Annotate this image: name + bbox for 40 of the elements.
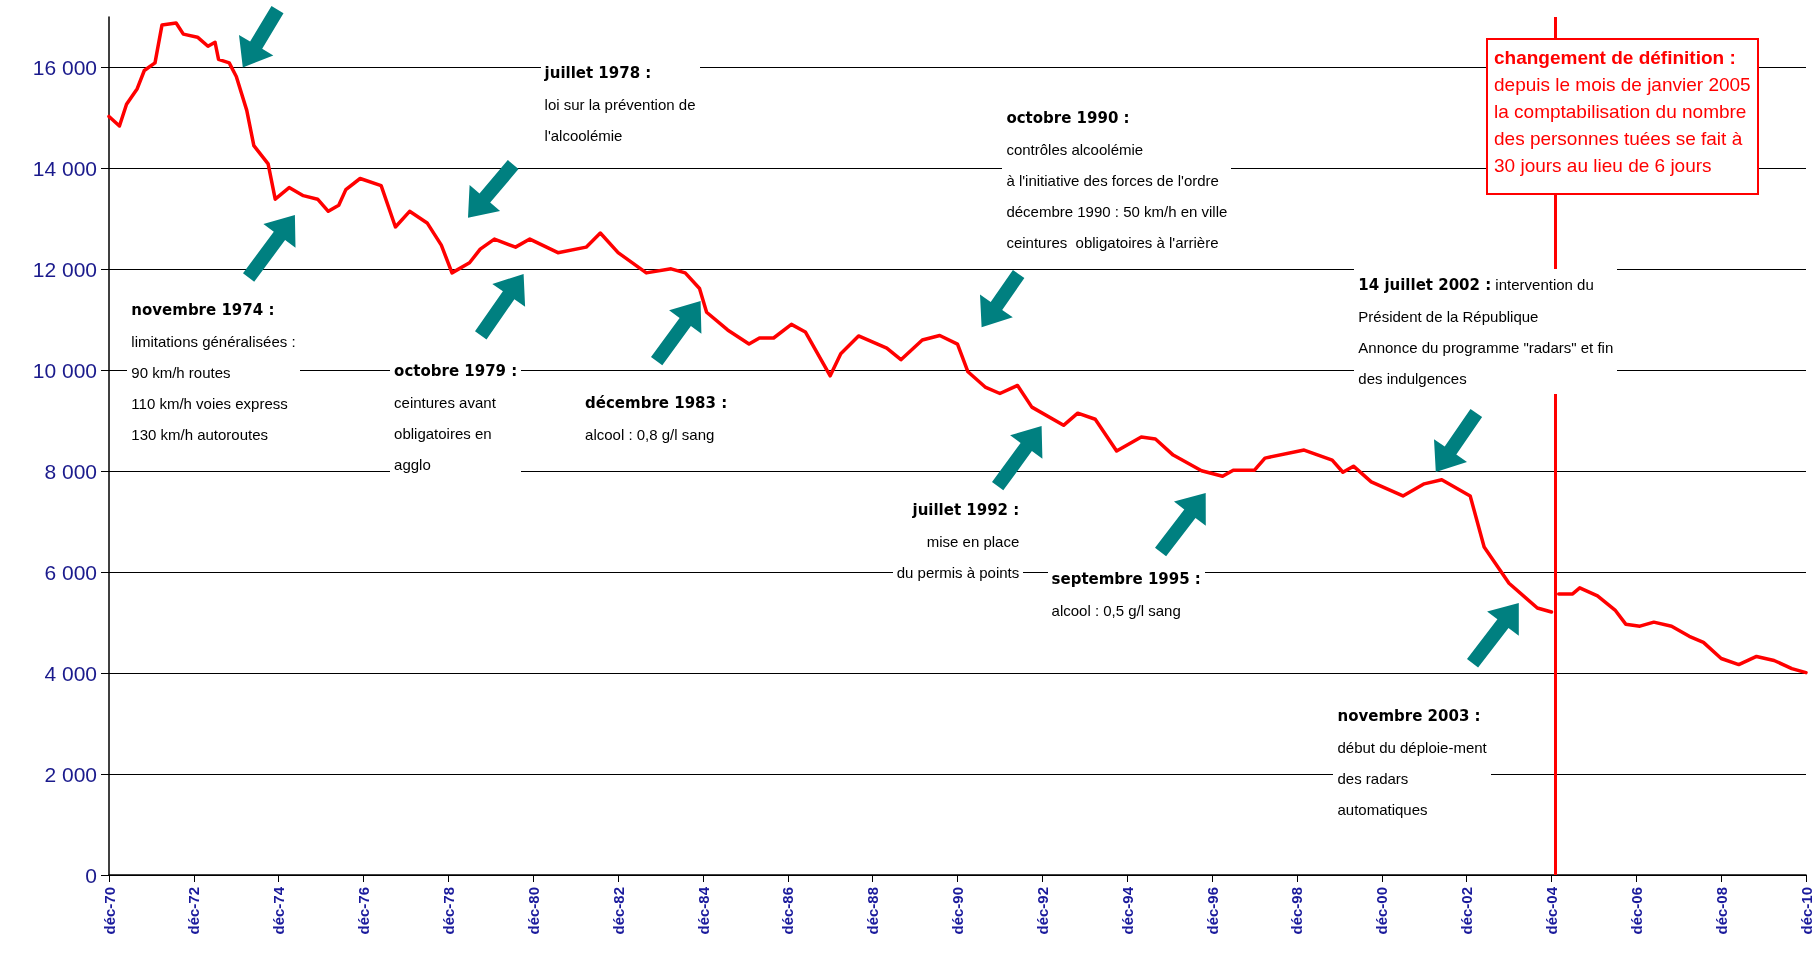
x-tick-label: déc-94 — [1118, 886, 1136, 935]
ref-line-label: changement de définition : depuis le mois de janvier 2005 la comptabilisation du nombre des personnes tuées se fait à 30 jours au lieu de 6 jours — [1486, 38, 1759, 195]
x-tick-label: déc-10 — [1797, 887, 1815, 935]
annotation: novembre 1974 : limitations généralisées : 90 km/h routes 110 km/h voies express 130 km/h autoroutes — [127, 294, 300, 450]
x-tick-label: déc-00 — [1373, 887, 1391, 935]
x-tick-label: déc-78 — [439, 887, 457, 935]
y-tick-label: 14 000 — [32, 156, 97, 180]
y-tick-label: 4 000 — [44, 661, 97, 685]
y-tick-label: 10 000 — [32, 358, 97, 382]
y-tick-label: 0 — [85, 863, 97, 887]
x-tick-label: déc-92 — [1033, 887, 1051, 935]
annotation: 14 juillet 2002 : intervention du Président de la République Annonce du programme "radars" et fin des indulgences — [1354, 268, 1618, 394]
x-tick-label: déc-08 — [1712, 887, 1730, 935]
annotation: novembre 2003 : début du déploie-ment des radars automatiques — [1333, 700, 1491, 826]
x-tick-label: déc-84 — [694, 886, 712, 935]
x-tick-label: déc-06 — [1627, 887, 1645, 935]
y-tick-label: 8 000 — [44, 459, 97, 483]
x-tick-label: déc-96 — [1203, 887, 1221, 935]
x-tick-label: déc-70 — [100, 887, 118, 935]
y-tick-label: 2 000 — [44, 762, 97, 786]
annotation: décembre 1983 : alcool : 0,8 g/l sang — [581, 386, 732, 450]
x-tick-label: déc-98 — [1288, 887, 1306, 935]
x-tick-label: déc-04 — [1543, 886, 1561, 935]
x-tick-label: déc-02 — [1458, 887, 1476, 935]
x-tick-label: déc-74 — [270, 886, 288, 935]
x-tick-label: déc-88 — [864, 887, 882, 935]
y-tick-label: 12 000 — [32, 257, 97, 281]
annotation: octobre 1990 : contrôles alcoolémie à l'initiative des forces de l'ordre décembre 1990 : 50 km/h en ville ceintures obligatoires à l'arrière — [1002, 101, 1232, 258]
x-tick-label: déc-76 — [355, 887, 373, 935]
annotation: juillet 1978 : loi sur la prévention de l'alcoolémie — [540, 56, 700, 151]
x-tick-label: déc-86 — [779, 887, 797, 935]
x-tick-label: déc-72 — [185, 887, 203, 935]
annotation: juillet 1992 : mise en place du permis à points — [892, 494, 1024, 589]
y-tick-label: 16 000 — [32, 55, 97, 79]
x-tick-label: déc-90 — [949, 887, 966, 935]
annotation: septembre 1995 : alcool : 0,5 g/l sang — [1047, 562, 1205, 626]
y-tick-label: 6 000 — [44, 560, 97, 584]
annotation: octobre 1979 : ceintures avant obligatoires en agglo — [390, 355, 522, 481]
x-tick-label: déc-80 — [524, 887, 542, 935]
x-tick-label: déc-82 — [609, 887, 627, 935]
